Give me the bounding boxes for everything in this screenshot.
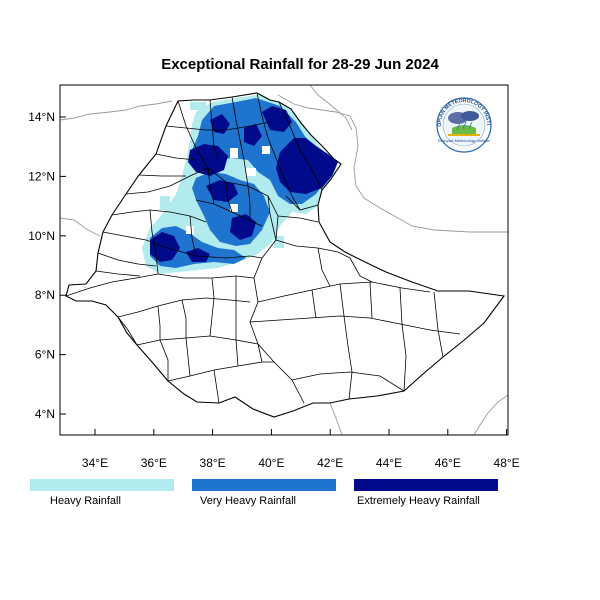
lon-tick-label: 36°E (141, 456, 167, 470)
legend-label-extreme: Extremely Heavy Rainfall (357, 495, 480, 507)
lon-tick-label: 46°E (435, 456, 461, 470)
lon-tick-label: 34°E (82, 456, 108, 470)
lat-tick-label: 6°N (35, 348, 55, 362)
lat-tick-label: 12°N (28, 169, 55, 183)
legend-swatch-heavy (30, 479, 174, 491)
legend-label-very-heavy: Very Heavy Rainfall (200, 495, 296, 507)
lat-tick-label: 14°N (28, 110, 55, 124)
neighbor-borders (60, 85, 508, 435)
legend-swatch-very-heavy (192, 479, 336, 491)
legend-swatch-extreme (354, 479, 498, 491)
longitude-axis: 34°E 36°E 38°E 40°E 42°E 44°E 46°E 48°E (82, 429, 520, 470)
lon-tick-label: 42°E (317, 456, 343, 470)
lat-tick-label: 8°N (35, 288, 55, 302)
country-outline (65, 92, 505, 418)
logo-caption: Ethiopian Meteorology Institute (438, 139, 490, 143)
latitude-axis: 14°N 12°N 10°N 8°N 6°N 4°N (28, 110, 66, 421)
lon-tick-label: 48°E (494, 456, 520, 470)
lat-tick-label: 4°N (35, 407, 55, 421)
lon-tick-label: 40°E (258, 456, 284, 470)
lon-tick-label: 38°E (200, 456, 226, 470)
legend-label-heavy: Heavy Rainfall (50, 495, 121, 507)
lat-tick-label: 10°N (28, 229, 55, 243)
map-frame (59, 84, 509, 436)
admin-boundaries (66, 93, 461, 404)
rain-gaps (186, 146, 270, 234)
map-title: Exceptional Rainfall for 28-29 Jun 2024 (161, 56, 439, 73)
lon-tick-label: 44°E (376, 456, 402, 470)
